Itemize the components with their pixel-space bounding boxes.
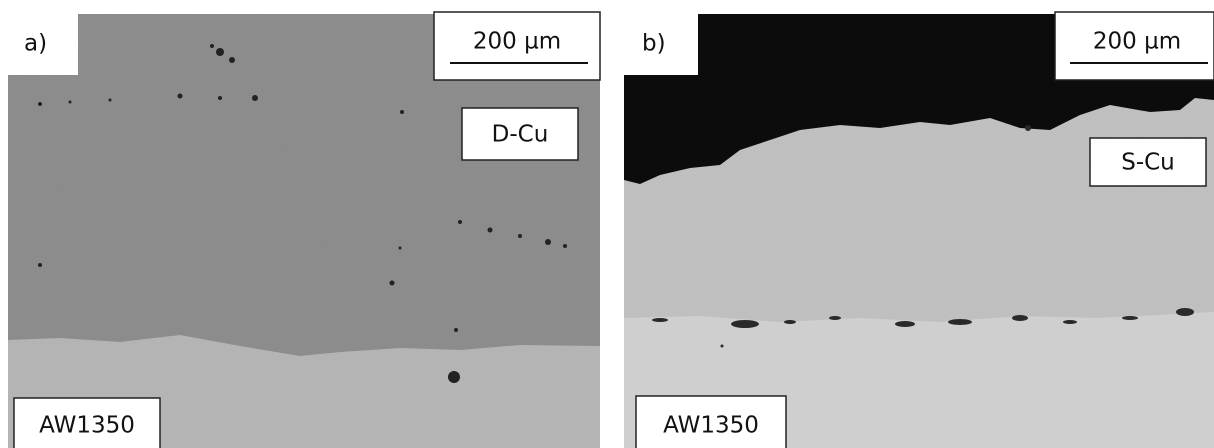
layer-label: S-Cu: [1121, 150, 1175, 176]
substrate-label: AW1350: [663, 413, 759, 439]
scale-bar-label: 200 µm: [473, 29, 561, 55]
scale-bar-box: [1054, 11, 1214, 81]
label-box: [624, 14, 698, 75]
layer-label-box: [1089, 137, 1207, 187]
panel-label: b): [642, 31, 666, 57]
panel-label: a): [24, 31, 47, 57]
substrate-label: AW1350: [39, 413, 135, 439]
label-box: [8, 14, 78, 75]
interface-porosity: [652, 125, 1194, 348]
layer-label: D-Cu: [492, 122, 549, 148]
scale-bar-label: 200 µm: [1093, 29, 1181, 55]
layer-label-box: [461, 107, 579, 161]
panel-b: b) 200 µm S-Cu AW1350: [624, 11, 1214, 448]
porosity: [38, 44, 567, 383]
substrate-label-box: [635, 395, 787, 448]
panel-a: a) 200 µm D-Cu AW1350: [8, 11, 601, 448]
scale-bar-box: [433, 11, 601, 81]
substrate-label-box: [13, 397, 161, 448]
